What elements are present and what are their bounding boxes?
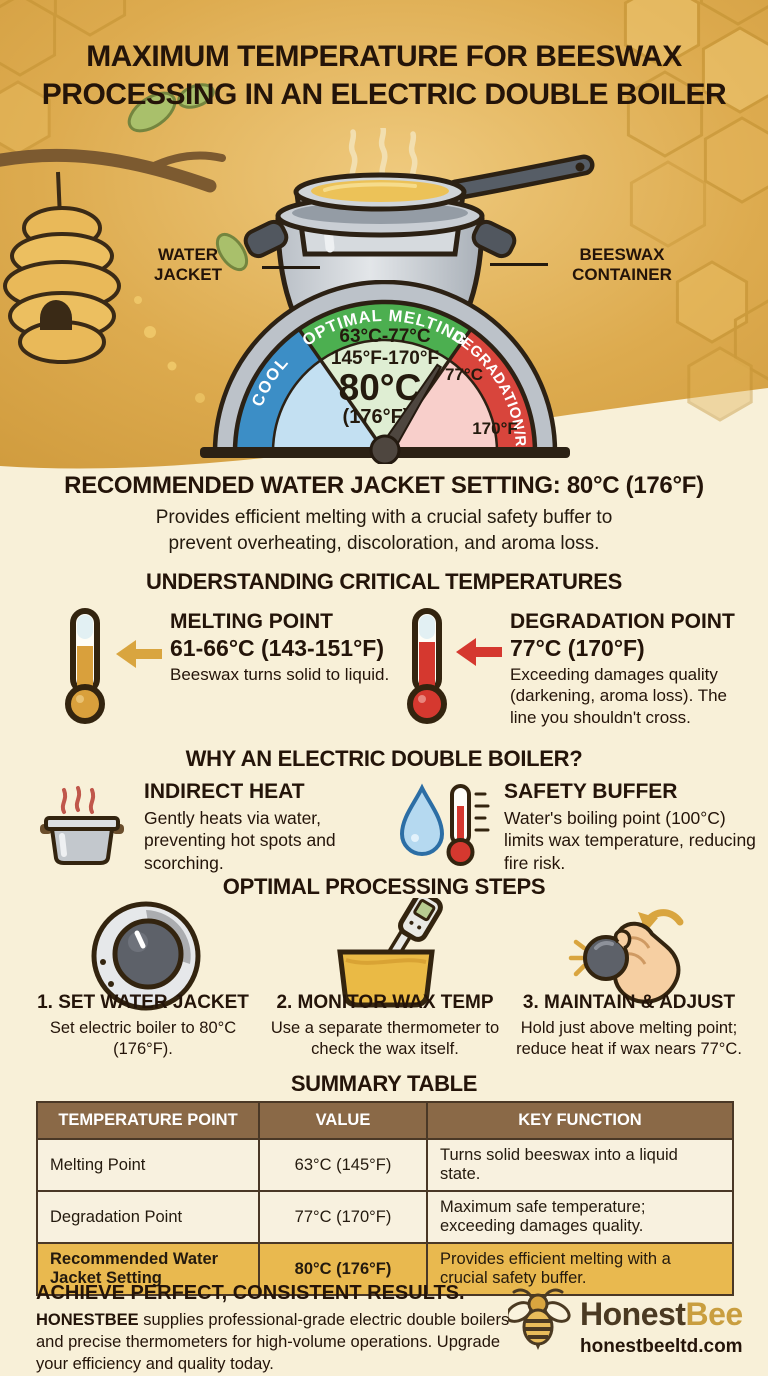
footer-heading: ACHIEVE PERFECT, CONSISTENT RESULTS. [36,1282,465,1304]
safety-buffer-desc: Water's boiling point (100°C) limits wax… [504,808,756,873]
degradation-point-value: 77°C (170°F) [510,635,645,661]
steps-heading: OPTIMAL PROCESSING STEPS [222,874,546,899]
dial-knob-icon [91,901,201,1011]
gauge-range-celsius: 63°C-77°C [339,326,431,347]
honeycomb-pattern-top-left [0,0,127,156]
gauge-range-fahrenheit: 145°F-170°F [331,348,439,369]
pot-steam-icon [40,786,124,865]
summary-table-header-row: TEMPERATURE POINT VALUE KEY FUNCTION [36,1101,734,1140]
cell-point: Recommended Water Jacket Setting [36,1242,260,1296]
step-3-title: 3. MAINTAIN & ADJUST [522,992,736,1013]
page-title: MAXIMUM TEMPERATURE FOR BEESWAX PROCESSI… [0,38,768,113]
droplet-thermometer-icon [400,783,490,866]
critical-temps-heading: UNDERSTANDING CRITICAL TEMPERATURES [146,569,622,594]
water-jacket-label: WATER JACKET [153,245,222,285]
step-3-desc: Hold just above melting point; reduce he… [516,1019,742,1059]
recommendation-heading: RECOMMENDED WATER JACKET SETTING: 80°C (… [64,472,704,499]
gauge-mark-77c: 77°C [445,365,483,384]
cell-point: Melting Point [36,1138,260,1192]
gauge-needle-pivot [369,434,401,464]
indirect-heat-title: INDIRECT HEAT [144,780,305,803]
brand-logo-text: HonestBee [580,1296,743,1333]
degradation-point-title: DEGRADATION POINT [510,610,735,633]
why-boiler-heading: WHY AN ELECTRIC DOUBLE BOILER? [185,746,583,771]
cell-value: 77°C (170°F) [258,1190,428,1244]
cell-function: Maximum safe temperature; exceeding dama… [426,1190,734,1244]
arrow-left-red-icon [456,638,502,666]
hand-adjust-knob-icon [568,909,684,1004]
beeswax-container-connector-line [490,263,548,266]
honeycomb-pattern-right [675,260,768,422]
melting-point-value: 61-66°C (143-151°F) [170,635,384,661]
column-temperature-point: TEMPERATURE POINT [36,1101,260,1140]
footer-message: ACHIEVE PERFECT, CONSISTENT RESULTS. HON… [36,1282,516,1375]
beeswax-container-label: BEESWAX CONTAINER [572,245,672,285]
cell-value: 63°C (145°F) [258,1138,428,1192]
beehive-illustration [0,83,249,403]
melting-point-desc: Beeswax turns solid to liquid. [170,665,390,684]
step-1-desc: Set electric boiler to 80°C (176°F). [49,1019,237,1059]
summary-table-heading: SUMMARY TABLE [290,1071,478,1096]
brand-bee: Bee [685,1296,743,1332]
step-2-desc: Use a separate thermometer to check the … [270,1019,500,1059]
cell-point: Degradation Point [36,1190,260,1244]
table-row-melting-point: Melting Point 63°C (145°F) Turns solid b… [36,1138,734,1192]
gauge-setpoint-fahrenheit: (176°F) [343,406,410,428]
bee-icon [508,1288,571,1350]
gauge-mark-170f: 170°F [472,419,518,438]
footer-brand-bold: HONESTBEE [36,1311,139,1329]
step-1: 1. SET WATER JACKET Set electric boiler … [18,992,268,1061]
column-value: VALUE [258,1101,428,1140]
thermometer-amber-icon [65,608,105,724]
honeycomb-pattern-top-right [623,0,768,248]
degradation-point-desc: Exceeding damages quality (darkening, ar… [510,665,728,727]
title-line-1: MAXIMUM TEMPERATURE FOR BEESWAX [86,40,682,73]
temperature-gauge: COOL OPTIMAL MELTING DEGRADATION/RISK 63… [188,280,570,464]
step-3: 3. MAINTAIN & ADJUST Hold just above mel… [502,992,756,1061]
title-line-2: PROCESSING IN AN ELECTRIC DOUBLE BOILER [41,77,727,111]
cell-function: Provides efficient melting with a crucia… [426,1242,734,1296]
footer-body-rest: supplies professional-grade electric dou… [36,1311,510,1373]
table-row-recommended-setting: Recommended Water Jacket Setting 80°C (1… [36,1242,734,1296]
recommendation-body: Provides efficient melting with a crucia… [155,507,613,554]
arrow-left-gold-icon [116,640,162,668]
thermometer-red-icon [407,608,447,724]
gauge-setpoint-celsius: 80°C [339,367,422,408]
column-key-function: KEY FUNCTION [426,1101,734,1140]
indirect-heat-desc: Gently heats via water, preventing hot s… [144,808,336,873]
footer-body: HONESTBEE supplies professional-grade el… [36,1310,516,1375]
step-2-title: 2. MONITOR WAX TEMP [276,992,494,1013]
website-url: honestbeeltd.com [580,1336,743,1357]
water-jacket-connector-line [262,266,320,269]
step-2: 2. MONITOR WAX TEMP Use a separate therm… [262,992,508,1061]
cell-function: Turns solid beeswax into a liquid state. [426,1138,734,1192]
brand-honest: Honest [580,1296,686,1332]
wax-thermometer-icon [337,898,443,1008]
cell-value: 80°C (176°F) [258,1242,428,1296]
safety-buffer-title: SAFETY BUFFER [504,780,678,803]
melting-point-title: MELTING POINT [170,610,333,633]
table-row-degradation-point: Degradation Point 77°C (170°F) Maximum s… [36,1190,734,1244]
summary-table: TEMPERATURE POINT VALUE KEY FUNCTION Mel… [36,1101,734,1296]
step-1-title: 1. SET WATER JACKET [37,992,249,1013]
